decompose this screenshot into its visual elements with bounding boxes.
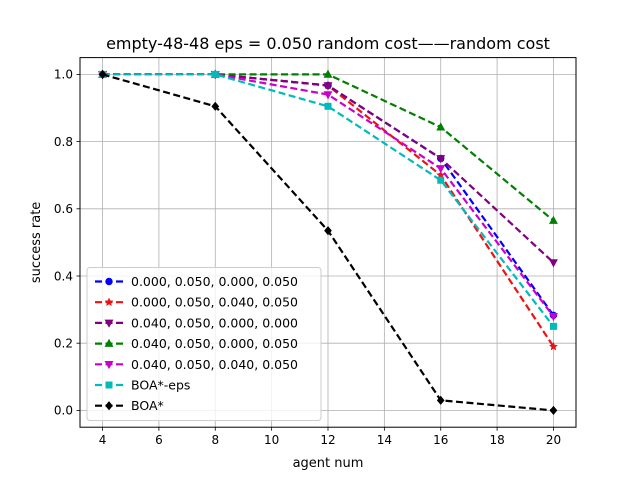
legend-label: 0.040, 0.050, 0.040, 0.050 (131, 357, 298, 372)
legend-item: BOA*-eps (95, 378, 190, 393)
y-axis-label: success rate (29, 202, 44, 283)
data-point (323, 69, 333, 78)
legend-label: 0.040, 0.050, 0.000, 0.000 (131, 315, 298, 330)
legend-item: 0.000, 0.050, 0.040, 0.050 (95, 295, 298, 310)
data-point (549, 259, 558, 268)
y-tick-label: 0.2 (54, 337, 73, 351)
legend-marker (104, 361, 114, 370)
series-line (102, 73, 555, 328)
data-point (324, 226, 332, 236)
legend-marker (104, 297, 114, 307)
x-tick-label: 20 (546, 433, 561, 447)
legend-item: BOA* (95, 398, 164, 413)
data-point (436, 122, 446, 131)
data-point (98, 69, 107, 79)
data-point (549, 322, 557, 330)
x-tick-label: 10 (264, 433, 279, 447)
legend-marker (105, 277, 113, 286)
legend-label: 0.000, 0.050, 0.040, 0.050 (131, 295, 298, 310)
legend-marker (104, 319, 114, 328)
y-tick-label: 1.0 (54, 68, 73, 82)
legend-marker (104, 338, 114, 347)
data-point (548, 341, 559, 351)
x-tick-label: 14 (377, 433, 392, 447)
legend-item: 0.000, 0.050, 0.000, 0.050 (95, 274, 298, 289)
legend-item: 0.040, 0.050, 0.000, 0.000 (95, 315, 298, 330)
series-layer (97, 69, 559, 415)
data-point (549, 405, 558, 415)
x-tick-label: 12 (320, 433, 335, 447)
legend-item: 0.040, 0.050, 0.040, 0.050 (95, 357, 298, 372)
x-tick-label: 6 (155, 433, 163, 447)
data-point (436, 155, 446, 164)
data-point (437, 176, 445, 184)
data-point (549, 313, 558, 322)
legend: 0.000, 0.050, 0.000, 0.050 0.000, 0.050, … (86, 267, 322, 421)
y-tick-label: 0.6 (54, 202, 73, 216)
x-tick-label: 18 (489, 433, 504, 447)
data-point (323, 91, 333, 100)
y-tick-label: 0.4 (54, 269, 73, 283)
legend-box (86, 267, 322, 421)
y-tick-label: 0.0 (54, 404, 73, 418)
data-point (323, 82, 333, 91)
axis-ticks: 4 6 8 10 12 14 16 18 20 0.0 0.2 0.4 0.6 0.8 1.0 (54, 68, 561, 448)
data-point (436, 165, 446, 174)
data-point (549, 215, 558, 224)
x-tick-label: 16 (433, 433, 448, 447)
data-point (211, 70, 219, 78)
x-tick-label: 8 (211, 433, 219, 447)
x-tick-label: 4 (99, 433, 107, 447)
data-point (211, 101, 220, 111)
data-point (324, 102, 332, 110)
series-7 (98, 69, 558, 415)
legend-marker (105, 381, 113, 389)
legend-marker (105, 401, 113, 411)
y-tick-label: 0.8 (54, 135, 73, 149)
x-axis-label: agent num (293, 456, 364, 471)
legend-label: 0.000, 0.050, 0.000, 0.050 (131, 274, 298, 289)
legend-label: BOA*-eps (131, 378, 190, 393)
chart-title: empty-48-48 eps = 0.050 random cost——ran… (106, 34, 550, 53)
legend-item: 0.040, 0.050, 0.000, 0.050 (95, 336, 298, 351)
legend-label: BOA* (131, 398, 164, 413)
legend-label: 0.040, 0.050, 0.000, 0.050 (131, 336, 298, 351)
data-point (436, 395, 445, 405)
